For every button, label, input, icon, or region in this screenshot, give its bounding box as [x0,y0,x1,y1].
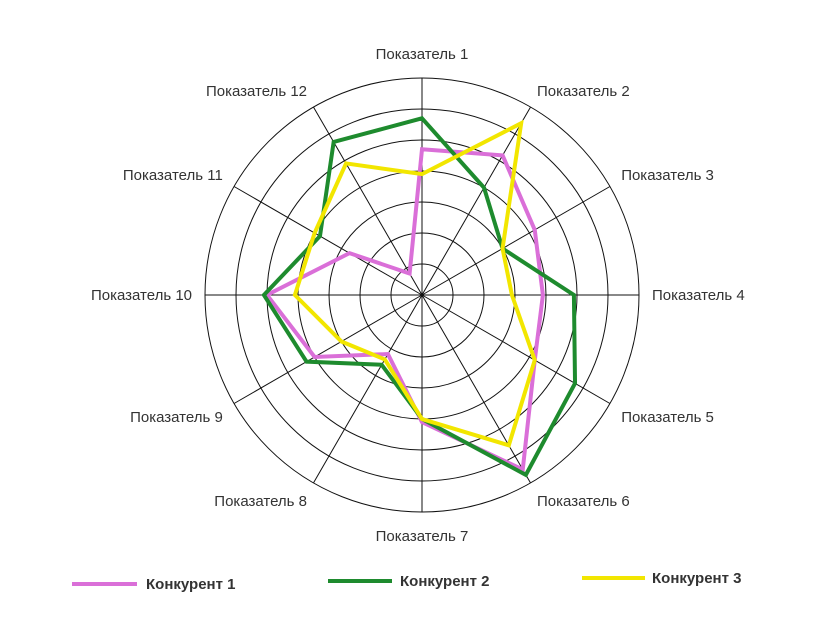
axis-label: Показатель 12 [206,83,307,100]
legend-label-3: Конкурент 3 [652,570,741,587]
grid-spoke [421,294,531,484]
axis-label: Показатель 5 [621,409,714,426]
series-line-3 [292,119,537,448]
legend-label-1: Конкурент 1 [146,576,235,593]
axis-label: Показатель 9 [130,409,223,426]
axis-label: Показатель 11 [123,167,223,184]
axis-label: Показатель 6 [537,493,630,510]
grid-spoke [233,186,423,296]
axis-label: Показатель 2 [537,83,630,100]
grid-spoke [313,106,423,296]
legend-label-2: Конкурент 2 [400,573,489,590]
legend: Конкурент 1 Конкурент 2 Конкурент 3 [72,570,741,593]
axis-label: Показатель 3 [621,167,714,184]
series-group [261,116,578,478]
grid-spoke [421,106,531,296]
axis-label: Показатель 7 [376,528,469,545]
grid-spoke [233,294,423,404]
grid-spoke [313,294,423,484]
series-line-1 [263,147,545,473]
axis-labels: Показатель 1 Показатель 2 Показатель 3 Пока… [91,46,745,545]
grid-spoke [421,186,611,296]
axis-label: Показатель 1 [376,46,469,63]
grid-spoke [421,294,611,404]
axis-label: Показатель 4 [652,287,745,304]
axis-label: Показатель 8 [214,493,307,510]
axis-label: Показатель 10 [91,287,192,304]
